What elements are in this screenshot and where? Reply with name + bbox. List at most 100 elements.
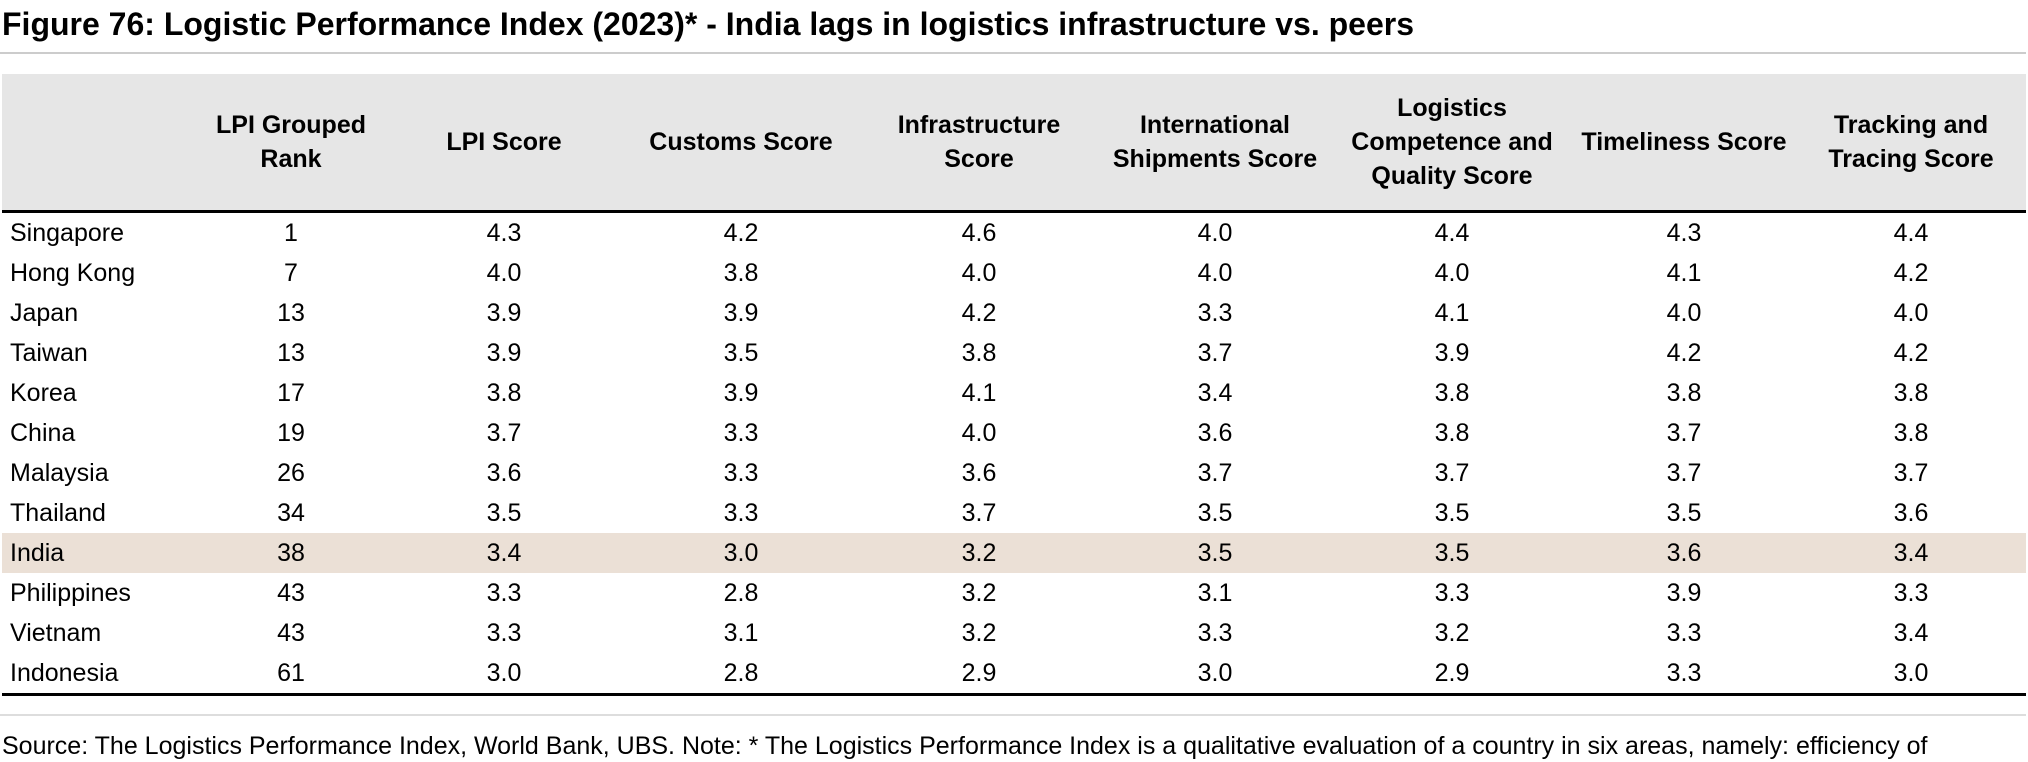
cell-infrastructure-score: 4.6 [961,219,997,247]
cell-tracking-tracing-score: 4.4 [1893,219,1929,247]
cell-infrastructure-score: 4.0 [961,259,997,287]
cell-timeliness-score: 3.7 [1666,459,1702,487]
table-row: Singapore 1 4.3 4.2 4.6 4.0 4.4 4.3 4.4 [2,212,2026,254]
cell-lpi-score: 3.0 [386,653,622,696]
cell-lpi-score: 4.3 [486,219,522,247]
header-logistics-competence-score: Logistics Competence and Quality Score [1332,74,1572,213]
table-row: China 19 3.7 3.3 4.0 3.6 3.8 3.7 3.8 [2,413,2026,453]
table-header: LPI Grouped Rank LPI Score Customs Score… [2,74,2026,213]
cell-lpi-score: 3.6 [486,459,522,487]
cell-logistics-competence-score: 3.2 [1434,619,1470,647]
table-row: Korea 17 3.8 3.9 4.1 3.4 3.8 3.8 3.8 [2,373,2026,413]
table-row: Taiwan 13 3.9 3.5 3.8 3.7 3.9 4.2 4.2 [2,333,2026,373]
cell-country: Japan [10,299,79,327]
cell-timeliness-score: 3.3 [1572,653,1796,696]
cell-customs-score: 3.5 [723,339,759,367]
cell-logistics-competence-score: 4.0 [1434,259,1470,287]
cell-country: Thailand [10,499,106,527]
cell-tracking-tracing-score: 4.2 [1893,339,1929,367]
cell-logistics-competence-score: 3.5 [1332,533,1572,573]
cell-lpi-score: 3.4 [386,533,622,573]
cell-customs-score: 2.8 [622,653,860,696]
cell-lpi-grouped-rank: 1 [284,219,298,247]
cell-logistics-competence-score: 3.8 [1434,379,1470,407]
table-row: Indonesia 61 3.0 2.8 2.9 3.0 2.9 3.3 3.0 [2,653,2026,696]
cell-country: Vietnam [10,619,102,647]
cell-infrastructure-score: 3.2 [961,579,997,607]
cell-international-shipments-score: 3.3 [1197,619,1233,647]
cell-tracking-tracing-score: 3.0 [1796,653,2026,696]
lpi-table: LPI Grouped Rank LPI Score Customs Score… [2,74,2026,696]
cell-infrastructure-score: 4.1 [961,379,997,407]
cell-tracking-tracing-score: 3.8 [1893,419,1929,447]
cell-country: Malaysia [10,459,109,487]
cell-infrastructure-score: 4.0 [961,419,997,447]
cell-timeliness-score: 3.8 [1666,379,1702,407]
cell-country: Hong Kong [10,259,136,287]
cell-infrastructure-score: 4.2 [961,299,997,327]
cell-customs-score: 2.8 [723,579,759,607]
cell-lpi-grouped-rank: 7 [284,259,298,287]
cell-timeliness-score: 4.3 [1666,219,1702,247]
cell-infrastructure-score: 3.8 [961,339,997,367]
table-row: Philippines 43 3.3 2.8 3.2 3.1 3.3 3.9 3.3 [2,573,2026,613]
cell-lpi-grouped-rank: 13 [277,339,305,367]
cell-logistics-competence-score: 3.7 [1434,459,1470,487]
cell-international-shipments-score: 3.5 [1197,499,1233,527]
table-row: Malaysia 26 3.6 3.3 3.6 3.7 3.7 3.7 3.7 [2,453,2026,493]
header-timeliness-score: Timeliness Score [1572,74,1796,213]
header-customs-score: Customs Score [622,74,860,213]
header-lpi-grouped-rank: LPI Grouped Rank [196,74,386,213]
cell-international-shipments-score: 3.3 [1197,299,1233,327]
cell-country: Taiwan [10,339,88,367]
cell-country: India [2,533,196,573]
cell-lpi-score: 3.3 [486,579,522,607]
cell-timeliness-score: 3.3 [1666,619,1702,647]
cell-customs-score: 3.3 [723,419,759,447]
cell-country: Indonesia [2,653,196,696]
table-row: Hong Kong 7 4.0 3.8 4.0 4.0 4.0 4.1 4.2 [2,253,2026,293]
cell-country: China [10,419,76,447]
table-row: Japan 13 3.9 3.9 4.2 3.3 4.1 4.0 4.0 [2,293,2026,333]
cell-timeliness-score: 3.6 [1572,533,1796,573]
cell-lpi-grouped-rank: 19 [277,419,305,447]
lpi-table-container: LPI Grouped Rank LPI Score Customs Score… [2,74,2026,696]
cell-timeliness-score: 4.1 [1666,259,1702,287]
cell-lpi-grouped-rank: 13 [277,299,305,327]
cell-logistics-competence-score: 3.3 [1434,579,1470,607]
cell-tracking-tracing-score: 4.0 [1893,299,1929,327]
cell-customs-score: 3.8 [723,259,759,287]
cell-lpi-grouped-rank: 43 [277,579,305,607]
cell-infrastructure-score: 3.7 [961,499,997,527]
cell-infrastructure-score: 2.9 [860,653,1098,696]
cell-lpi-grouped-rank: 43 [277,619,305,647]
table-row: Thailand 34 3.5 3.3 3.7 3.5 3.5 3.5 3.6 [2,493,2026,533]
cell-lpi-grouped-rank: 17 [277,379,305,407]
cell-logistics-competence-score: 3.9 [1434,339,1470,367]
cell-lpi-score: 3.7 [486,419,522,447]
cell-country: Philippines [10,579,131,607]
cell-country: Singapore [10,219,124,247]
header-infrastructure-score: Infrastructure Score [860,74,1098,213]
table-body: Singapore 1 4.3 4.2 4.6 4.0 4.4 4.3 4.4 Hong Kong… [2,212,2026,696]
cell-infrastructure-score: 3.6 [961,459,997,487]
cell-international-shipments-score: 4.0 [1197,259,1233,287]
cell-international-shipments-score: 3.0 [1098,653,1332,696]
cell-customs-score: 4.2 [723,219,759,247]
cell-international-shipments-score: 3.6 [1197,419,1233,447]
figure-title: Figure 76: Logistic Performance Index (2… [2,6,1414,42]
cell-lpi-score: 3.8 [486,379,522,407]
cell-international-shipments-score: 3.1 [1197,579,1233,607]
cell-timeliness-score: 4.0 [1666,299,1702,327]
cell-international-shipments-score: 4.0 [1197,219,1233,247]
cell-tracking-tracing-score: 3.4 [1893,619,1929,647]
header-row: LPI Grouped Rank LPI Score Customs Score… [2,74,2026,213]
cell-tracking-tracing-score: 4.2 [1893,259,1929,287]
cell-tracking-tracing-score: 3.6 [1893,499,1929,527]
cell-customs-score: 3.9 [723,379,759,407]
cell-lpi-score: 3.9 [486,339,522,367]
cell-tracking-tracing-score: 3.7 [1893,459,1929,487]
header-lpi-score: LPI Score [386,74,622,213]
cell-customs-score: 3.3 [723,499,759,527]
